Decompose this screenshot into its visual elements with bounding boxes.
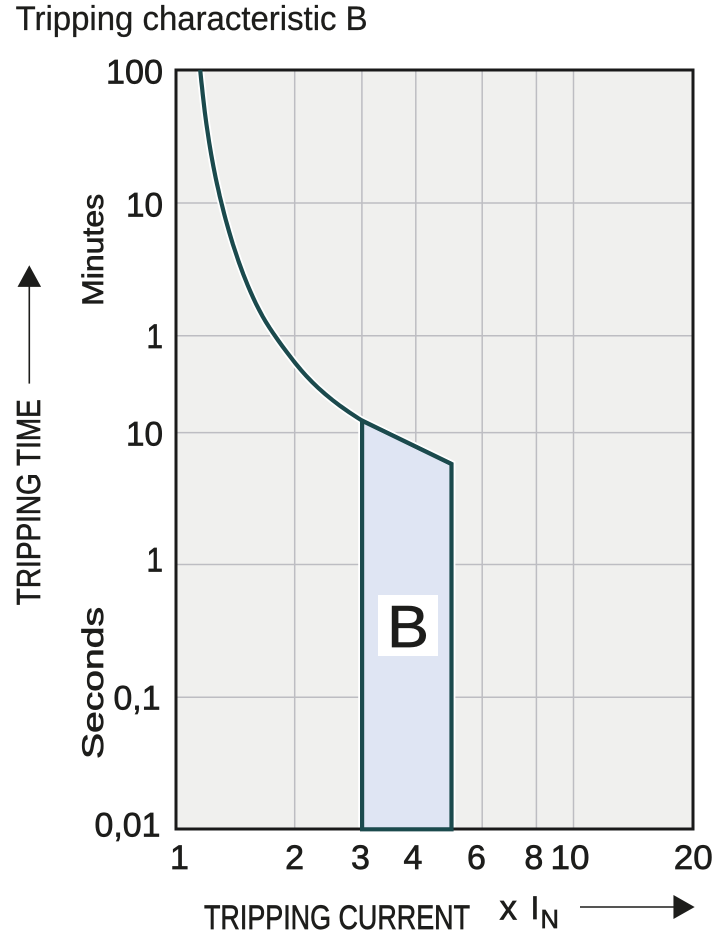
svg-text:x: x xyxy=(500,889,518,928)
svg-text:1: 1 xyxy=(170,839,189,877)
svg-text:20: 20 xyxy=(674,839,713,877)
svg-text:I: I xyxy=(531,890,540,926)
svg-text:N: N xyxy=(541,906,559,934)
svg-text:10: 10 xyxy=(126,415,163,453)
svg-text:10: 10 xyxy=(126,186,163,224)
svg-text:B: B xyxy=(387,594,429,660)
svg-text:3: 3 xyxy=(351,839,370,877)
svg-text:0,01: 0,01 xyxy=(95,807,161,845)
svg-text:8: 8 xyxy=(524,839,543,877)
svg-text:2: 2 xyxy=(285,839,304,877)
svg-text:Tripping characteristic B: Tripping characteristic B xyxy=(16,0,368,38)
svg-text:1: 1 xyxy=(147,318,164,356)
svg-text:1: 1 xyxy=(147,541,164,579)
svg-text:6: 6 xyxy=(467,839,486,877)
svg-text:0,1: 0,1 xyxy=(114,680,161,718)
svg-text:100: 100 xyxy=(106,54,163,92)
svg-text:TRIPPING TIME: TRIPPING TIME xyxy=(10,399,47,605)
svg-text:10: 10 xyxy=(551,839,590,877)
svg-text:4: 4 xyxy=(403,839,422,877)
svg-text:TRIPPING CURRENT: TRIPPING CURRENT xyxy=(204,899,470,937)
svg-text:Minutes: Minutes xyxy=(77,194,110,306)
svg-text:Seconds: Seconds xyxy=(77,607,110,759)
